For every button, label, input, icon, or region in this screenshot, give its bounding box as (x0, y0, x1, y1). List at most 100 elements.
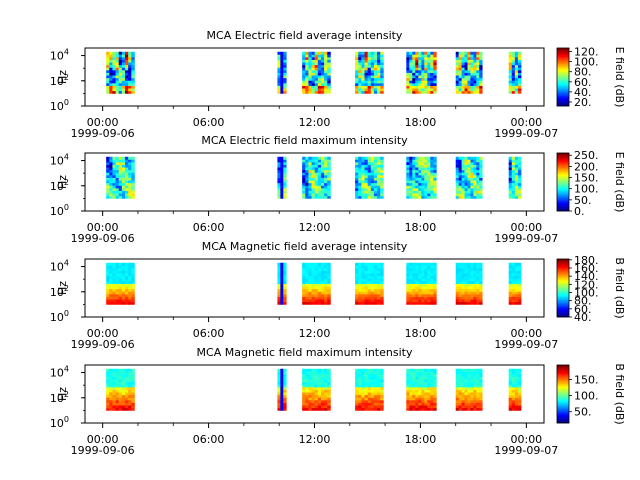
heatmap-cell (461, 288, 465, 292)
heatmap-cell (131, 77, 135, 81)
heatmap-cell (305, 82, 309, 86)
heatmap-cell (314, 167, 319, 171)
heatmap-cell (412, 75, 416, 79)
heatmap-cell (311, 180, 316, 184)
heatmap-cell (305, 407, 309, 411)
heatmap-cell (508, 88, 513, 92)
heatmap-cell (514, 156, 519, 160)
heatmap-cell (430, 373, 434, 377)
heatmap-cell (355, 56, 359, 60)
heatmap-cell (415, 80, 419, 84)
heatmap-cell (415, 392, 419, 396)
heatmap-cell (358, 275, 362, 279)
heatmap-cell (280, 85, 284, 89)
heatmap-cell (424, 397, 428, 401)
heatmap-cell (367, 407, 372, 411)
heatmap-cell (358, 177, 362, 181)
heatmap-cell (128, 177, 132, 181)
heatmap-cell (406, 85, 410, 89)
heatmap-cell (461, 296, 465, 300)
heatmap-cell (380, 405, 384, 409)
heatmap-cell (377, 161, 381, 165)
heatmap-cell (433, 164, 437, 168)
heatmap-cell (479, 77, 483, 81)
heatmap-cell (109, 299, 113, 303)
heatmap-cell (464, 85, 468, 89)
heatmap-cell (128, 301, 132, 305)
heatmap-cell (461, 159, 465, 163)
heatmap-cell (418, 182, 422, 186)
heatmap-cell (430, 288, 434, 292)
heatmap-cell (473, 296, 477, 300)
x-tick-date: 1999-09-06 (71, 232, 135, 245)
heatmap-cell (511, 169, 516, 173)
colorbar-strip (557, 264, 569, 267)
heatmap-cell (458, 90, 462, 94)
heatmap-cell (118, 293, 123, 297)
heatmap-cell (377, 371, 381, 375)
heatmap-cell (433, 392, 437, 396)
heatmap-cell (115, 180, 120, 184)
colorbar-strip (557, 279, 569, 282)
x-tick-label: 06:00 (193, 116, 225, 129)
colorbar-strip (557, 388, 569, 390)
heatmap-cell (358, 185, 362, 189)
heatmap-cell (461, 56, 465, 60)
heatmap-cell (311, 156, 316, 160)
heatmap-cell (409, 381, 413, 385)
heatmap-cell (355, 185, 359, 189)
colorbar-strip (557, 197, 569, 200)
heatmap-cell (464, 177, 468, 181)
heatmap-cell (280, 399, 284, 403)
heatmap-cell (511, 195, 516, 199)
heatmap-cell (412, 80, 416, 84)
heatmap-cell (373, 379, 378, 383)
heatmap-cell (418, 193, 422, 197)
heatmap-cell (508, 368, 513, 372)
heatmap-cell (302, 169, 306, 173)
heatmap-cell (412, 278, 416, 282)
heatmap-cell (314, 54, 319, 58)
x-tick-date: 1999-09-06 (71, 444, 135, 457)
heatmap-cell (409, 371, 413, 375)
heatmap-cell (115, 368, 120, 372)
heatmap-cell (406, 296, 410, 300)
heatmap-cell (479, 384, 483, 388)
heatmap-cell (115, 296, 120, 300)
heatmap-cell (415, 190, 419, 194)
heatmap-cell (427, 394, 431, 398)
heatmap-cell (473, 62, 477, 66)
heatmap-cell (508, 174, 513, 178)
heatmap-cell (430, 267, 434, 271)
heatmap-cell (302, 394, 306, 398)
heatmap-cell (464, 172, 468, 176)
heatmap-cell (128, 172, 132, 176)
x-tick-label: 18:00 (405, 221, 437, 234)
heatmap-cell (327, 62, 331, 66)
heatmap-cell (358, 283, 362, 287)
heatmap-cell (327, 291, 331, 295)
heatmap-cell (317, 164, 322, 168)
heatmap-cell (358, 381, 362, 385)
heatmap-cell (517, 169, 522, 173)
heatmap-cell (406, 54, 410, 58)
heatmap-cell (373, 159, 378, 163)
colorbar-strip (557, 369, 569, 372)
colorbar-label: E field (dB) (613, 152, 626, 213)
heatmap-cell (418, 195, 422, 199)
heatmap-cell (508, 56, 513, 60)
colorbar-tick-label: 120. (574, 278, 599, 291)
heatmap-cell (370, 172, 375, 176)
heatmap-cell (508, 291, 513, 295)
heatmap-cell (358, 405, 362, 409)
heatmap-cell (406, 67, 410, 71)
heatmap-cell (479, 67, 483, 71)
heatmap-cell (455, 77, 460, 81)
heatmap-cell (409, 402, 413, 406)
heatmap-cell (479, 394, 483, 398)
heatmap-cell (112, 392, 116, 396)
heatmap-cell (511, 283, 516, 287)
heatmap-cell (409, 177, 413, 181)
heatmap-cell (415, 161, 419, 165)
heatmap-cell (424, 193, 428, 197)
